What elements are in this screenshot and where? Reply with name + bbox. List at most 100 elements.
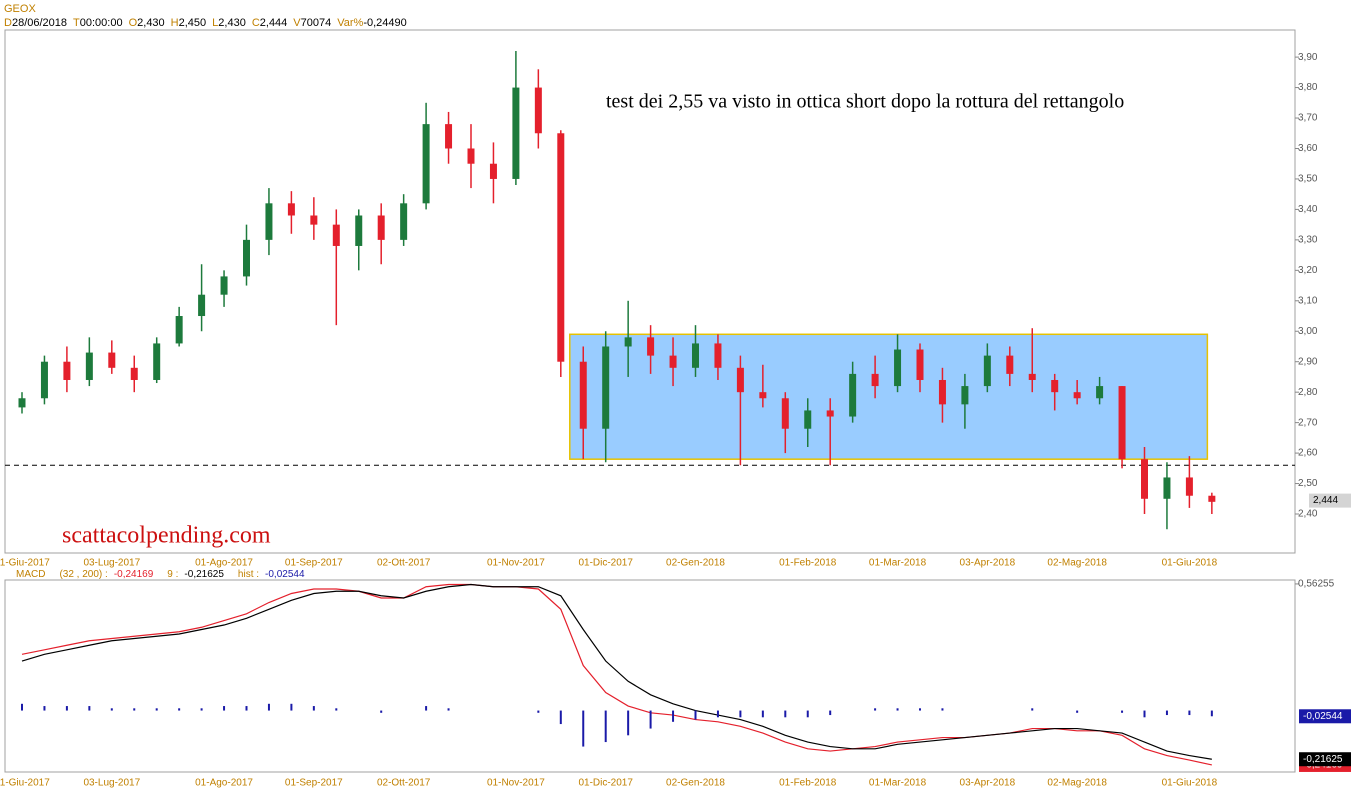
x-tick-label: 03-Lug-2017 (83, 558, 140, 569)
x-tick-label: 03-Lug-2017 (83, 778, 140, 789)
field-key: T (73, 17, 80, 29)
x-tick-label: 01-Giu-2018 (1162, 778, 1218, 789)
legend-text: hist : (238, 569, 259, 580)
field-value: 70074 (300, 17, 332, 29)
candle-body (512, 87, 520, 179)
field-key: D (4, 17, 12, 29)
candle-body (1028, 373, 1036, 380)
y-tick-label: 2,40 (1298, 509, 1318, 520)
y-tick-label: 3,70 (1298, 113, 1318, 124)
candle-body (489, 163, 497, 179)
candle-body (467, 148, 475, 164)
candle-body (130, 367, 138, 380)
candle-body (534, 87, 542, 134)
candle-body (938, 379, 946, 405)
x-tick-label: 02-Gen-2018 (666, 558, 725, 569)
legend-text: 9 : (167, 569, 178, 580)
field-key: Var% (337, 17, 364, 29)
x-tick-label: 02-Mag-2018 (1047, 558, 1107, 569)
annotation: test dei 2,55 va visto in ottica short d… (606, 91, 1124, 113)
candle-body (85, 352, 93, 380)
x-tick-label: 01-Nov-2017 (487, 778, 545, 789)
y-tick-label: 3,30 (1298, 235, 1318, 246)
x-tick-label: 01-Feb-2018 (779, 558, 837, 569)
candle-body (804, 410, 812, 429)
macd-line (21, 583, 1212, 760)
field-value: -0,24490 (363, 17, 407, 29)
candle-body (153, 343, 161, 380)
x-tick-label: 01-Sep-2017 (285, 558, 343, 569)
candle-body (894, 349, 902, 387)
panel-frame (4, 29, 1296, 554)
y-tick-label: 2,60 (1298, 448, 1318, 459)
field-value: 2,450 (178, 17, 207, 29)
x-tick-label: 03-Apr-2018 (960, 778, 1016, 789)
x-tick-label: 01-Nov-2017 (487, 558, 545, 569)
x-tick-label: 01-Giu-2017 (0, 558, 50, 569)
candle-body (445, 124, 453, 149)
candle-body (871, 373, 879, 387)
y-tick-label: 3,00 (1298, 326, 1318, 337)
y-tick-label: 3,40 (1298, 204, 1318, 215)
field-key: C (251, 17, 260, 29)
candle-body (557, 133, 565, 362)
x-tick-label: 01-Dic-2017 (578, 558, 633, 569)
candle-body (1208, 495, 1216, 502)
candle-body (692, 343, 699, 368)
candle-body (287, 203, 295, 216)
candle-body (714, 343, 722, 368)
candle-body (1163, 477, 1171, 499)
legend-text: MACD (16, 569, 45, 580)
candle-body (63, 361, 71, 380)
y-tick-label: 2,70 (1298, 417, 1318, 428)
last-value-label: -0,21625 (1303, 754, 1343, 765)
candle-body (647, 337, 655, 356)
x-tick-label: 02-Ott-2017 (377, 778, 431, 789)
y-tick-label: 2,90 (1298, 356, 1318, 367)
candle-body (1096, 386, 1104, 399)
field-value: 2,430 (218, 17, 246, 29)
candle-body (602, 346, 610, 429)
x-tick-label: 01-Mar-2018 (869, 558, 927, 569)
y-tick-label: 3,80 (1298, 82, 1318, 93)
candle-body (332, 224, 340, 246)
candle-body (18, 398, 26, 408)
candle-body (175, 316, 183, 344)
x-tick-label: 01-Giu-2018 (1162, 558, 1218, 569)
candle-body (983, 355, 991, 387)
y-tick-label: 3,20 (1298, 265, 1318, 276)
field-key: O (128, 17, 138, 29)
field-value: 00:00:00 (79, 17, 123, 29)
x-tick-label: 01-Sep-2017 (285, 778, 343, 789)
y-tick-label: 3,60 (1298, 143, 1318, 154)
candle-body (108, 352, 116, 368)
info-header: GEOX D28/06/2018 T00:00:00 O2,430 H2,450 L2,… (4, 2, 413, 30)
y-tick-label: 2,80 (1298, 387, 1318, 398)
candle-body (669, 355, 677, 368)
x-tick-label: 01-Feb-2018 (779, 778, 837, 789)
macd-legend: MACD (32 , 200) : -0,24169 9 : -0,21625 hist … (16, 569, 305, 580)
candle-body (265, 203, 273, 240)
candle-body (400, 203, 408, 240)
y-tick-label: 3,10 (1298, 295, 1318, 306)
field-value: 28/06/2018 (11, 17, 68, 29)
panel-frame (4, 579, 1296, 773)
candle-body (961, 386, 969, 405)
candle-body (849, 373, 857, 417)
candle-body (579, 361, 587, 429)
x-tick-label: 02-Gen-2018 (666, 778, 725, 789)
field-key: V (293, 17, 301, 29)
symbol: GEOX (4, 3, 36, 15)
candle-body (736, 367, 744, 393)
legend-text: -0,24169 (114, 569, 154, 580)
candle-body (422, 124, 430, 204)
last-value-label: -0,02544 (1303, 711, 1343, 722)
candle-body (759, 392, 767, 399)
candle-body (826, 410, 834, 417)
x-tick-label: 02-Mag-2018 (1047, 778, 1107, 789)
candle-body (781, 398, 789, 429)
last-price-label: 2,444 (1313, 495, 1338, 506)
last-value-box (1299, 752, 1351, 767)
